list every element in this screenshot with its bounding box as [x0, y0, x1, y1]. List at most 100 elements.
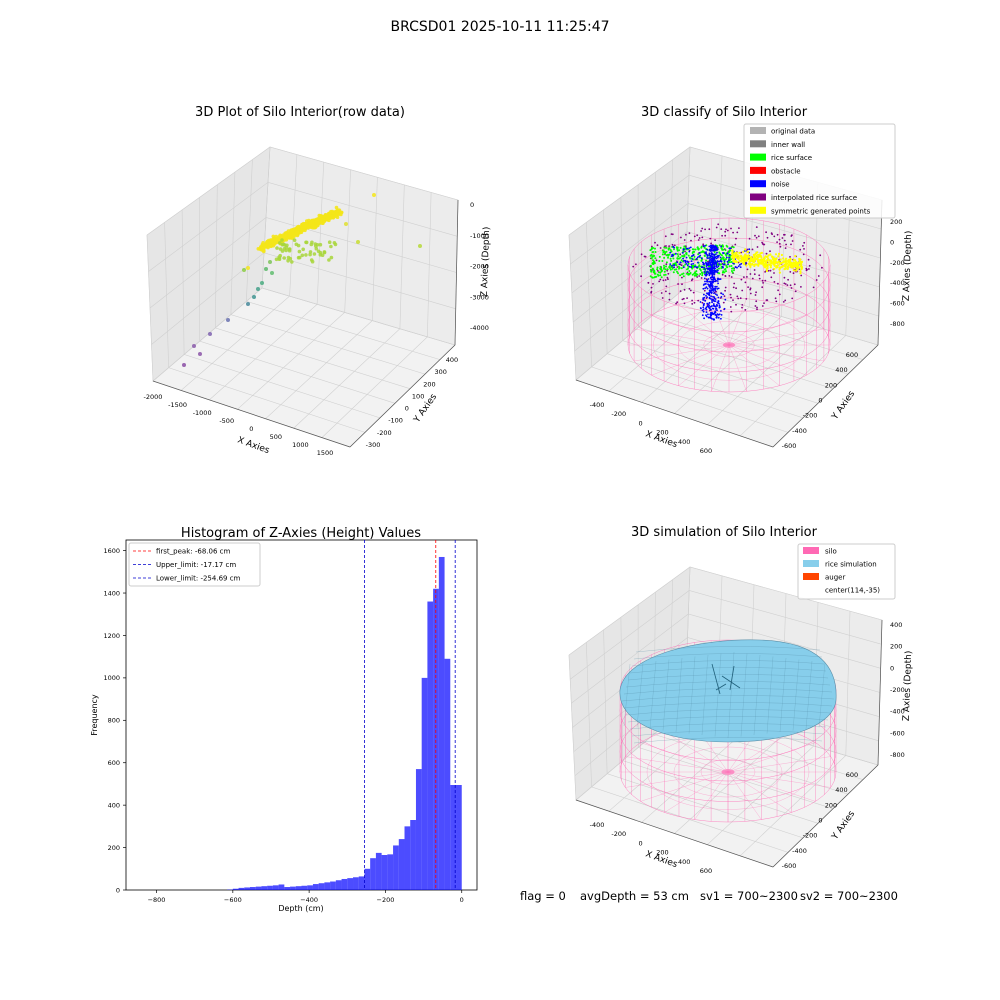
- classify-point: [708, 249, 711, 252]
- sim-rice-surface-body: [619, 639, 837, 743]
- classify-point: [688, 265, 691, 268]
- classify-point: [709, 272, 712, 275]
- classify-point: [702, 245, 705, 248]
- classify-legend-label: inner wall: [771, 141, 805, 149]
- hist-x-tick-label: −600: [224, 896, 242, 904]
- classify-point: [740, 251, 743, 254]
- classify-x-tick-label: 0: [639, 419, 643, 427]
- raw-point: [261, 241, 265, 245]
- sim-y-tick-label: -200: [803, 832, 818, 840]
- classify-legend-label: symmetric generated points: [771, 207, 871, 215]
- classify-point: [706, 305, 709, 308]
- classify-point: [720, 296, 723, 298]
- classify-point: [681, 298, 684, 301]
- classify-point: [677, 272, 679, 275]
- raw-point: [287, 248, 292, 253]
- figure-suptitle: BRCSD01 2025-10-11 11:25:47: [390, 19, 609, 35]
- classify-point: [715, 316, 718, 319]
- classify-point: [761, 279, 764, 282]
- classify-point: [777, 255, 780, 258]
- raw-point: [260, 281, 264, 285]
- classify-point: [659, 274, 662, 277]
- sim-legend-label: silo: [825, 548, 837, 556]
- classify-point: [650, 286, 653, 289]
- classify-point: [723, 295, 726, 297]
- classify-point: [716, 278, 719, 281]
- classify-point: [649, 268, 652, 271]
- classify-point: [778, 271, 782, 274]
- hist-bar: [278, 884, 285, 890]
- classify-point: [665, 290, 667, 293]
- classify-point: [689, 272, 692, 274]
- classify-point: [713, 263, 715, 265]
- classify-point: [659, 278, 662, 281]
- classify-point: [667, 278, 669, 281]
- classify-point: [728, 261, 731, 264]
- classify-point: [744, 253, 747, 256]
- classify-point: [703, 264, 706, 267]
- classify-point: [705, 283, 707, 285]
- classify-point: [704, 251, 707, 254]
- sim-silo-floor-ring: [700, 759, 756, 785]
- classify-point: [713, 251, 716, 253]
- classify-point: [794, 254, 797, 258]
- raw-point: [344, 222, 348, 226]
- raw-point: [268, 260, 272, 264]
- classify-point: [714, 239, 716, 242]
- raw-point: [262, 248, 266, 252]
- classify-point: [672, 257, 675, 260]
- classify-point: [654, 275, 657, 278]
- classify-point: [671, 243, 674, 246]
- classify-point: [686, 260, 689, 263]
- classify-point: [654, 247, 656, 250]
- classify-point: [713, 253, 715, 256]
- classify-x-tick-label: -200: [611, 410, 626, 418]
- raw-point: [297, 249, 302, 254]
- classify-point: [717, 300, 720, 303]
- classify-point: [673, 244, 676, 247]
- raw-point: [314, 217, 319, 222]
- footer-sv1: sv1 = 700~2300: [700, 889, 798, 903]
- classify-point: [691, 303, 694, 305]
- classify-point: [701, 250, 704, 253]
- classify-point: [712, 246, 715, 249]
- classify-point: [692, 262, 694, 265]
- raw-point: [242, 268, 246, 272]
- classify-point: [698, 264, 701, 267]
- raw-grid-z: [146, 146, 459, 236]
- classify-point: [694, 265, 696, 268]
- classify-point: [683, 239, 686, 241]
- hist-bar: [295, 886, 302, 890]
- classify-z-tick-label: 200: [890, 218, 902, 226]
- classify-point: [747, 254, 750, 257]
- classify-point: [726, 229, 729, 232]
- classify-point: [709, 261, 711, 264]
- classify-point: [643, 255, 646, 258]
- classify-point: [715, 261, 718, 264]
- classify-point: [762, 260, 765, 264]
- sim-rice-mesh-line: [629, 723, 827, 730]
- classify-point: [731, 249, 734, 252]
- classify-point: [729, 247, 732, 250]
- hist-x-tick-label: −400: [300, 896, 318, 904]
- classify-point: [705, 311, 708, 313]
- classify-point: [707, 303, 710, 305]
- raw-point: [182, 363, 186, 367]
- classify-point: [751, 248, 754, 251]
- classify-point: [719, 256, 722, 259]
- classify-point: [709, 257, 712, 259]
- classify-point: [689, 289, 692, 292]
- sim-auger-line: [715, 683, 727, 691]
- classify-point: [738, 251, 741, 254]
- raw-point: [252, 295, 256, 299]
- classify-point: [712, 288, 715, 290]
- classify-point: [650, 290, 653, 293]
- classify-point: [718, 278, 721, 281]
- classify-point: [773, 235, 776, 238]
- classify-point: [716, 313, 719, 315]
- classify-point: [725, 228, 727, 231]
- classify-point: [711, 252, 713, 255]
- classify-point: [778, 293, 781, 296]
- classify-point: [769, 250, 771, 253]
- hist-bar: [415, 769, 422, 890]
